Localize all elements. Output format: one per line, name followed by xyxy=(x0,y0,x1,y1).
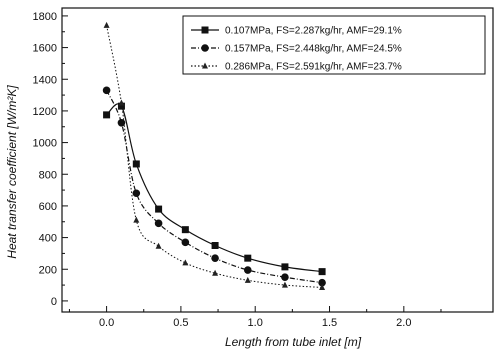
data-point-square xyxy=(244,254,252,262)
data-point-circle xyxy=(243,266,252,274)
plot-area-border xyxy=(61,7,494,313)
data-point-circle xyxy=(318,278,326,287)
x-tick-label: 0.0 xyxy=(99,317,114,329)
data-point-square xyxy=(201,26,209,34)
data-point-circle xyxy=(117,118,126,127)
plot-frame xyxy=(61,7,494,313)
series-layer xyxy=(102,21,326,290)
y-tick-label: 0 xyxy=(51,296,57,308)
legend-label: 0.157MPa, FS=2.448kg/hr, AMF=24.5% xyxy=(225,44,402,55)
series-line xyxy=(106,25,323,288)
y-tick-label: 1200 xyxy=(33,106,57,118)
data-point-circle xyxy=(132,189,141,198)
data-point-square xyxy=(281,263,289,271)
data-point-triangle xyxy=(202,62,208,69)
data-point-circle xyxy=(211,254,219,262)
y-tick-label: 1600 xyxy=(33,43,57,55)
series-2 xyxy=(102,86,326,287)
data-point-square xyxy=(117,102,125,110)
x-axis: 0.0 0.5 1.0 1.5 2.0 xyxy=(68,306,442,329)
y-tick-label: 1400 xyxy=(33,74,57,86)
x-tick-label: 1.5 xyxy=(322,317,337,329)
y-tick-label: 1800 xyxy=(33,11,57,23)
data-point-circle xyxy=(181,238,190,247)
data-point-square xyxy=(155,205,163,213)
legend-label: 0.107MPa, FS=2.287kg/hr, AMF=29.1% xyxy=(225,26,402,37)
legend-label: 0.286MPa, FS=2.591kg/hr, AMF=23.7% xyxy=(225,62,402,73)
y-tick-label: 800 xyxy=(39,169,57,181)
data-point-square xyxy=(132,160,140,168)
legend-box xyxy=(182,15,486,75)
x-tick-label: 0.5 xyxy=(173,317,188,329)
data-point-triangle xyxy=(103,21,110,28)
y-axis-title: Heat transfer coefficient [W/m²K] xyxy=(5,85,19,259)
data-point-triangle xyxy=(244,276,251,283)
data-point-circle xyxy=(154,219,163,228)
y-axis: 0 200 400 600 800 1000 1200 1400 1600 1800 xyxy=(33,11,68,308)
data-point-triangle xyxy=(281,281,288,288)
data-point-triangle xyxy=(155,242,162,249)
series-1 xyxy=(103,102,326,276)
data-point-triangle xyxy=(182,259,189,266)
data-point-circle xyxy=(281,273,289,281)
x-axis-title: Length from tube inlet [m] xyxy=(225,335,362,349)
data-point-triangle xyxy=(133,216,140,223)
y-tick-label: 1000 xyxy=(33,138,57,150)
legend-entry: 0.157MPa, FS=2.448kg/hr, AMF=24.5% xyxy=(191,44,402,55)
data-point-square xyxy=(318,268,326,276)
svg-text:Heat transfer coefficient [W/m: Heat transfer coefficient [W/m²K] xyxy=(5,85,19,259)
series-3 xyxy=(103,21,326,290)
legend: 0.107MPa, FS=2.287kg/hr, AMF=29.1% 0.157M… xyxy=(182,15,486,75)
data-point-square xyxy=(211,242,219,249)
x-tick-label: 1.0 xyxy=(248,317,263,329)
data-point-triangle xyxy=(118,99,125,106)
y-axis-title-main: Heat transfer coefficient [W/m xyxy=(5,101,19,259)
data-point-triangle xyxy=(212,269,219,276)
data-point-square xyxy=(103,111,111,119)
y-tick-label: 200 xyxy=(39,264,57,276)
data-point-square xyxy=(181,226,189,234)
x-tick-label: 2.0 xyxy=(396,317,411,329)
series-line xyxy=(106,90,323,284)
data-point-circle xyxy=(201,44,209,52)
legend-entry: 0.107MPa, FS=2.287kg/hr, AMF=29.1% xyxy=(191,26,402,37)
y-axis-title-suffix: ²K] xyxy=(5,85,19,101)
y-tick-label: 600 xyxy=(39,201,57,213)
data-point-circle xyxy=(102,86,111,95)
y-tick-label: 400 xyxy=(39,233,57,245)
data-point-triangle xyxy=(319,283,326,290)
legend-entry: 0.286MPa, FS=2.591kg/hr, AMF=23.7% xyxy=(191,62,402,73)
